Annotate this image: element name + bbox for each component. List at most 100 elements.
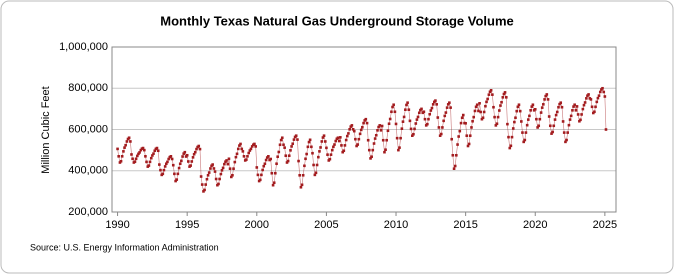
data-point: [589, 98, 593, 101]
data-point: [455, 153, 458, 157]
data-point: [280, 136, 284, 140]
data-point: [604, 128, 608, 131]
data-point: [217, 182, 220, 186]
data-point: [122, 150, 125, 153]
data-point: [372, 142, 376, 145]
data-point: [491, 93, 494, 96]
y-axis-label: Million Cubic Feet: [40, 86, 52, 173]
data-point: [528, 114, 531, 118]
data-point: [155, 146, 159, 150]
x-tick-label: 2010: [384, 219, 408, 231]
data-point: [524, 131, 528, 134]
data-point: [550, 132, 553, 135]
data-point: [348, 127, 351, 131]
data-point: [365, 121, 369, 125]
data-point: [493, 115, 496, 119]
data-point: [314, 171, 318, 175]
data-point: [120, 155, 124, 158]
data-point: [543, 98, 546, 101]
data-point: [436, 116, 440, 119]
data-point: [357, 137, 361, 141]
data-point: [296, 138, 299, 141]
data-point: [441, 126, 444, 129]
data-point: [341, 150, 344, 154]
data-point: [414, 122, 418, 125]
data-point: [438, 134, 442, 137]
data-point: [420, 107, 423, 111]
data-point: [310, 145, 313, 149]
data-point: [444, 111, 448, 114]
data-point: [193, 150, 197, 154]
source-note: Source: U.S. Energy Information Administ…: [30, 242, 219, 252]
data-point: [547, 115, 551, 118]
data-point: [262, 164, 266, 168]
data-point: [445, 106, 449, 109]
data-point: [485, 100, 488, 104]
data-point: [390, 110, 393, 114]
data-point: [566, 131, 569, 134]
data-point: [287, 154, 291, 157]
data-point: [384, 148, 387, 152]
data-point: [398, 146, 401, 149]
data-point: [133, 160, 137, 163]
data-point: [164, 162, 168, 166]
data-point: [595, 100, 599, 104]
data-point: [386, 129, 390, 133]
data-point: [149, 156, 153, 160]
data-point: [351, 127, 355, 131]
data-point: [439, 132, 443, 136]
data-point: [143, 148, 146, 152]
data-point: [333, 143, 336, 146]
data-point: [508, 146, 512, 150]
data-point: [515, 109, 519, 113]
x-tick-label: 2000: [245, 219, 269, 231]
data-point: [323, 140, 327, 143]
data-point: [249, 147, 253, 151]
data-point: [254, 145, 257, 148]
data-point: [350, 124, 354, 127]
x-tick-label: 2020: [523, 219, 547, 231]
data-point: [456, 143, 459, 146]
data-point: [367, 148, 371, 152]
data-point: [405, 103, 408, 107]
data-point: [322, 134, 326, 137]
data-point: [501, 96, 505, 99]
data-point: [399, 136, 402, 140]
data-point: [192, 152, 196, 156]
data-point: [298, 173, 301, 177]
data-point: [285, 161, 289, 164]
data-point: [364, 117, 368, 121]
data-point: [538, 117, 542, 121]
data-point: [596, 96, 600, 100]
data-point: [381, 138, 385, 142]
data-point: [383, 150, 386, 154]
data-point: [522, 140, 525, 144]
data-point: [542, 103, 545, 106]
data-point: [204, 183, 207, 186]
data-point: [422, 110, 426, 114]
data-point: [404, 108, 407, 111]
data-point: [221, 166, 225, 170]
data-point: [521, 131, 524, 134]
plot-area: [111, 46, 617, 213]
data-point: [518, 109, 522, 113]
data-point: [326, 153, 329, 156]
data-point: [376, 129, 379, 132]
data-point: [352, 129, 356, 133]
data-point: [602, 90, 606, 94]
data-point: [362, 121, 365, 125]
data-point: [198, 147, 202, 151]
data-point: [301, 173, 305, 177]
data-point: [480, 117, 484, 121]
data-point: [167, 157, 170, 161]
data-point: [144, 155, 147, 158]
data-point: [449, 106, 452, 109]
y-tick-label: 800,000: [68, 82, 108, 94]
data-point: [277, 150, 281, 154]
data-point: [407, 108, 411, 111]
data-point: [411, 134, 414, 137]
data-point: [305, 152, 308, 156]
y-tick-label: 600,000: [68, 123, 108, 135]
data-point: [173, 172, 176, 176]
data-point: [278, 143, 282, 147]
